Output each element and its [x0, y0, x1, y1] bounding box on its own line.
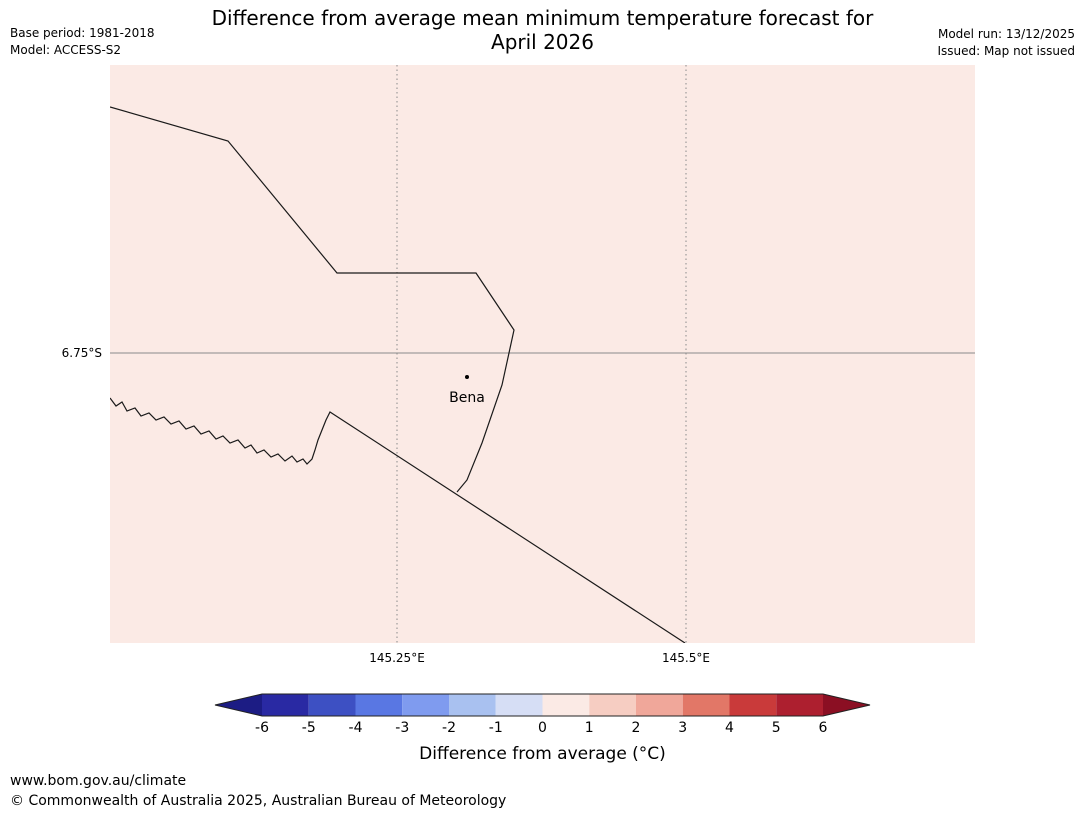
- model-info: Base period: 1981-2018 Model: ACCESS-S2: [10, 25, 155, 59]
- colorbar-right-arrow: [823, 694, 870, 716]
- colorbar-tick-label: 0: [538, 720, 547, 736]
- colorbar-title: Difference from average (°C): [419, 744, 666, 764]
- colorbar-tick-label: -1: [488, 720, 503, 736]
- latitude-tick-label: 6.75°S: [61, 346, 102, 360]
- colorbar-tick-label: -3: [395, 720, 410, 736]
- colorbar-segment: [729, 694, 777, 716]
- colorbar-tick-label: -5: [301, 720, 316, 736]
- coastline: [110, 397, 686, 643]
- issued-text: Issued: Map not issued: [937, 44, 1075, 58]
- boundary-line: [110, 106, 515, 493]
- colorbar-tick-label: -4: [348, 720, 363, 736]
- colorbar-tick-label: 1: [584, 720, 594, 736]
- colorbar-tick-label: 6: [818, 720, 828, 736]
- colorbar-tick-label: -6: [255, 720, 269, 736]
- colorbar-segment: [495, 694, 543, 716]
- longitude-tick-label-1: 145.25°E: [369, 651, 425, 665]
- town-marker-dot: [465, 375, 469, 379]
- colorbar-segment: [542, 694, 590, 716]
- copyright-text: © Commonwealth of Australia 2025, Austra…: [10, 793, 507, 809]
- colorbar-segment: [589, 694, 636, 716]
- town-marker-label: Bena: [449, 390, 485, 406]
- page-title: Difference from average mean minimum tem…: [0, 6, 1085, 54]
- map-canvas: Bena: [110, 65, 975, 643]
- run-info: Model run: 13/12/2025 Issued: Map not is…: [937, 26, 1075, 60]
- colorbar-tick-label: -2: [442, 720, 456, 736]
- colorbar-segment: [682, 694, 730, 716]
- model-run-text: Model run: 13/12/2025: [937, 27, 1075, 41]
- colorbar-segment: [402, 694, 449, 716]
- map-fill: [110, 65, 975, 643]
- colorbar-graphic: [214, 693, 871, 717]
- colorbar-tick-label: 2: [631, 720, 641, 736]
- colorbar-ticks: -6 -5 -4 -3 -2 -1 0 1 2 3 4 5 6: [214, 720, 871, 738]
- colorbar-left-arrow: [215, 694, 262, 716]
- colorbar-segment: [449, 694, 496, 716]
- colorbar-segment: [776, 694, 823, 716]
- forecast-map: Bena: [110, 65, 975, 643]
- colorbar-tick-label: 5: [771, 720, 781, 736]
- website-url-text: www.bom.gov.au/climate: [10, 773, 187, 789]
- colorbar-segment: [355, 694, 403, 716]
- colorbar-segment: [636, 694, 683, 716]
- colorbar: -6 -5 -4 -3 -2 -1 0 1 2 3 4 5 6: [214, 693, 871, 755]
- base-period-text: Base period: 1981-2018: [10, 26, 155, 40]
- colorbar-segment: [308, 694, 356, 716]
- longitude-tick-label-2: 145.5°E: [662, 651, 710, 665]
- colorbar-outline: [214, 693, 871, 717]
- page-title-line2: April 2026: [491, 30, 594, 54]
- colorbar-tick-label: 3: [678, 720, 688, 736]
- model-name-text: Model: ACCESS-S2: [10, 43, 122, 57]
- colorbar-tick-label: 4: [725, 720, 734, 736]
- colorbar-segment: [262, 694, 309, 716]
- page-title-line1: Difference from average mean minimum tem…: [211, 6, 874, 30]
